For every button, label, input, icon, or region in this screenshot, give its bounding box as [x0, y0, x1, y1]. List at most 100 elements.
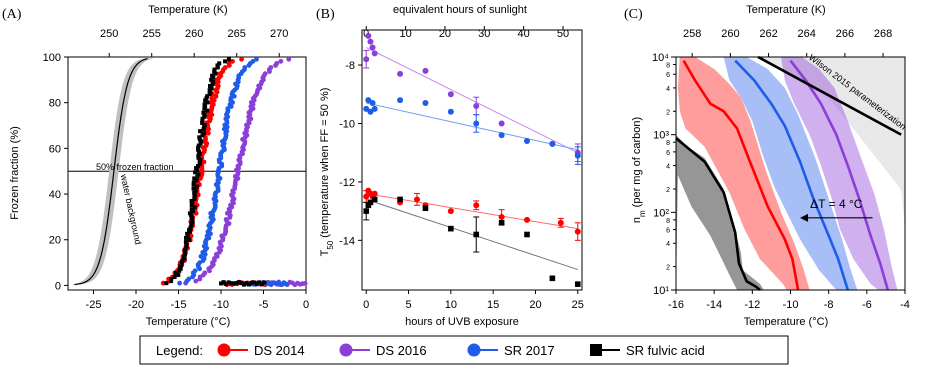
panel-a-marker: [192, 268, 198, 274]
panel-a-series-sr-2017: [177, 56, 289, 288]
panel-a-marker: [252, 280, 257, 285]
panel-a-marker: [212, 67, 217, 72]
legend-marker: [467, 343, 481, 357]
panel-a-y-tick-label: 40: [49, 189, 61, 201]
panel-a-marker: [250, 58, 256, 64]
panel-a-marker: [202, 270, 208, 276]
panel-a-marker: [202, 125, 207, 130]
panel-a-marker: [182, 256, 187, 261]
panel-a-marker: [184, 244, 189, 249]
panel-a-marker: [230, 58, 235, 64]
panel-a-marker: [215, 65, 220, 70]
panel-b-point: [369, 100, 376, 107]
panel-a-marker: [194, 166, 199, 171]
panel-a-y-tick-label: 20: [49, 235, 61, 247]
panel-b-y-tick-label: -12: [339, 177, 355, 189]
panel-a-marker: [182, 252, 187, 257]
panel-a-marker: [274, 60, 280, 66]
panel-b-point: [363, 208, 370, 214]
panel-c-area: [677, 57, 810, 290]
panel-b-point: [367, 199, 374, 206]
panel-a-marker: [189, 203, 194, 208]
panel-a-marker: [236, 280, 241, 285]
panel-a-marker: [193, 188, 198, 193]
panel-a-marker: [219, 281, 223, 286]
panel-a-marker: [259, 282, 264, 287]
panel-c-x-axis-label: Temperature (°C): [744, 316, 828, 328]
panel-c-series-sr-2017: [723, 57, 858, 291]
panel-a-marker: [278, 58, 284, 64]
panel-a-marker: [197, 135, 202, 140]
panel-a-marker: [198, 157, 203, 162]
panel-a-marker: [196, 147, 201, 152]
panel-b-series-ds-2014: [363, 187, 581, 241]
panel-a-marker: [209, 86, 214, 91]
panel-b-point: [549, 140, 556, 147]
panel-a-marker: [213, 93, 219, 99]
panel-c-series-ds-2014: [677, 57, 810, 291]
panel-c-y-minor-tick-label: 6: [666, 72, 670, 79]
panel-a-marker: [202, 112, 207, 117]
panel-a-marker: [226, 57, 231, 62]
panel-b-point: [447, 108, 454, 115]
panel-a-marker: [164, 281, 169, 286]
panel-b-point: [363, 193, 370, 200]
panel-a-y-tick-labels: 0 20 40 60 80 100: [43, 52, 61, 292]
panel-a-marker: [201, 127, 206, 132]
panel-a-marker: [178, 264, 183, 269]
panel-b-point: [473, 120, 480, 127]
panel-a-top-tick-label: 260: [185, 28, 203, 40]
panel-c-line: [789, 59, 890, 291]
panel-b-point: [524, 231, 530, 238]
panel-a-marker: [207, 92, 212, 97]
panel-a-marker: [202, 114, 207, 119]
panel-a-marker: [225, 106, 231, 111]
panel-b-y-tick-label: -8: [345, 60, 355, 72]
panel-a-marker: [254, 281, 259, 286]
panel-a-marker: [244, 281, 249, 286]
panel-a-marker: [241, 282, 246, 287]
panel-a-top-tick-label: 265: [228, 28, 246, 40]
panel-a-marker: [302, 281, 308, 286]
panel-a-marker: [212, 69, 217, 74]
panel-c-x-tick-label: -6: [862, 299, 872, 311]
panel-a-frame: [67, 56, 307, 291]
panel-a-marker: [172, 274, 177, 279]
panel-b-point: [447, 91, 454, 98]
legend-label: DS 2016: [376, 343, 427, 358]
panel-c-y-minor-tick-label: 4: [666, 164, 670, 171]
panel-c-top-tick-label: 268: [874, 28, 892, 40]
panel-a-y-tick-label: 80: [49, 98, 61, 110]
panel-a-top-tick-label: 250: [100, 28, 118, 40]
panel-c-top-tick-label: 258: [683, 28, 701, 40]
panel-b-fit-line: [366, 198, 578, 271]
panel-a-marker: [192, 192, 197, 197]
panel-a-marker: [242, 65, 248, 70]
panel-a-marker: [196, 172, 201, 177]
panel-a-marker: [198, 129, 203, 134]
panel-a-marker: [183, 246, 188, 251]
panel-a-marker: [257, 280, 262, 285]
panel-a-marker: [196, 164, 201, 169]
panel-a-x-tick-label: -25: [86, 299, 102, 311]
panel-b-point: [397, 196, 403, 203]
panel-b-point: [473, 231, 480, 238]
panel-a-top-tick-label: 255: [143, 28, 161, 40]
panel-a-x-tick-labels: -25 -20 -15 -10 -5 0: [86, 299, 310, 311]
panel-a-marker: [189, 213, 194, 218]
panel-a-x-tick-label: -10: [213, 299, 229, 311]
panel-a-marker: [190, 209, 195, 214]
panel-b-point: [422, 205, 429, 212]
panel-a-marker: [189, 207, 194, 212]
panel-c-y-tick-label: 10³: [653, 130, 669, 142]
panel-a-marker: [179, 262, 184, 267]
legend: Legend: DS 2014 DS 2016 SR 2017 SR fulvic a…: [139, 335, 789, 365]
panel-b-point: [498, 120, 505, 127]
panel-c: (C) Temperature (K) 258 260 262 264 266 268 -…: [624, 4, 910, 328]
panel-b-point: [549, 275, 556, 282]
panel-a-marker: [195, 168, 200, 173]
panel-a-marker: [196, 155, 201, 160]
panel-b-y-tick-labels: -8 -10 -12 -14: [339, 60, 355, 247]
panel-a-marker: [193, 278, 199, 284]
